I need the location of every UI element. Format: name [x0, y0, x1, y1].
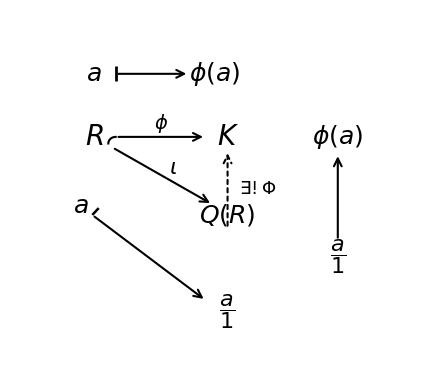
Text: $\dfrac{a}{1}$: $\dfrac{a}{1}$	[329, 238, 345, 277]
Text: $\phi(a)$: $\phi(a)$	[188, 60, 239, 88]
Text: $\dfrac{a}{1}$: $\dfrac{a}{1}$	[219, 292, 235, 331]
Text: $a$: $a$	[73, 194, 88, 218]
Text: $\exists!\Phi$: $\exists!\Phi$	[239, 181, 276, 199]
Text: $K$: $K$	[216, 123, 238, 151]
Text: $\phi$: $\phi$	[153, 112, 168, 135]
Text: $Q(R)$: $Q(R)$	[199, 202, 255, 228]
Text: $\iota$: $\iota$	[168, 158, 176, 178]
Text: $R$: $R$	[84, 123, 103, 151]
Text: $a$: $a$	[86, 62, 101, 86]
Text: $\phi(a)$: $\phi(a)$	[311, 123, 362, 151]
